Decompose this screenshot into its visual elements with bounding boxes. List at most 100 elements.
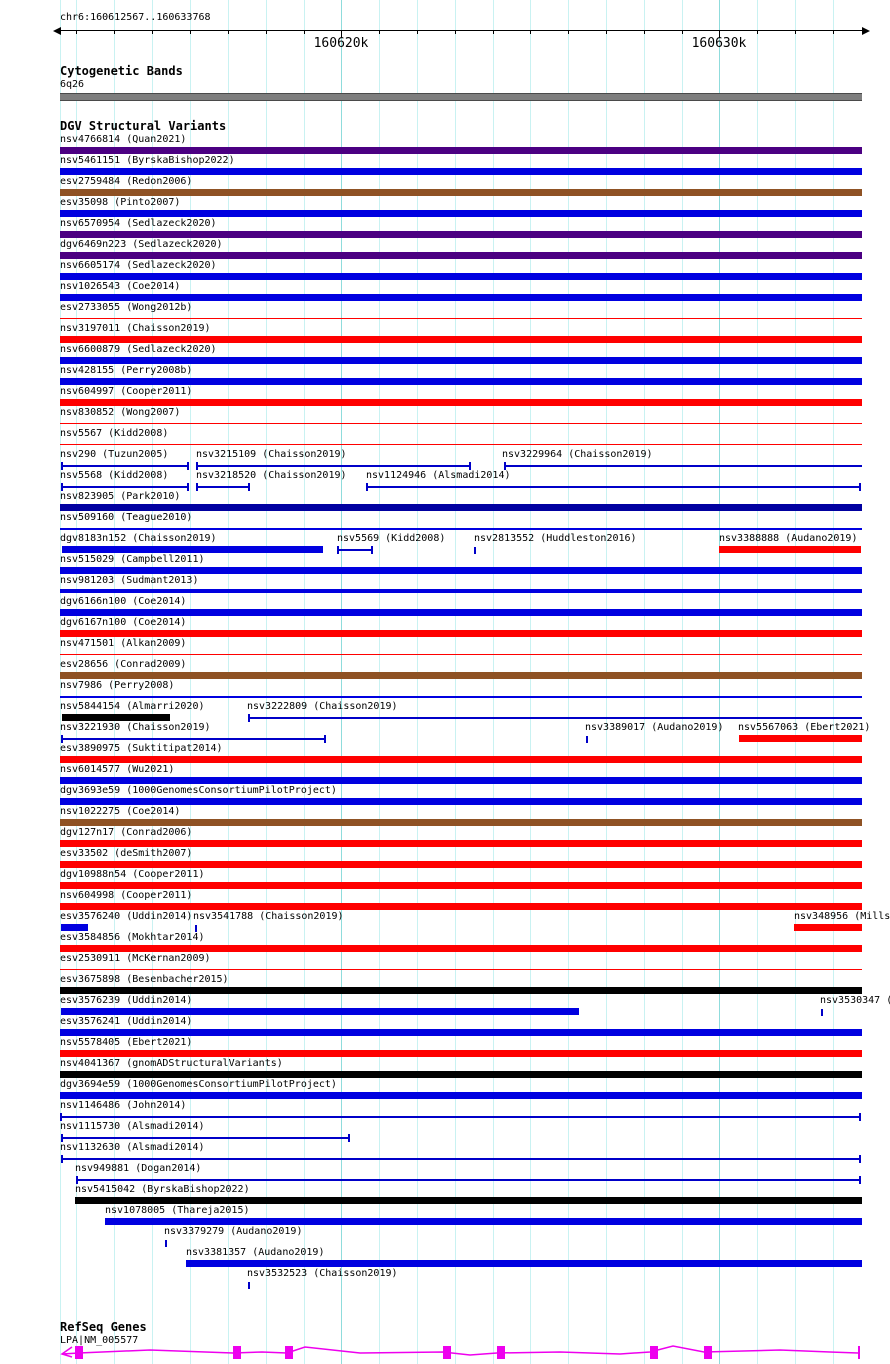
- variant-bar[interactable]: [60, 903, 862, 910]
- variant-label[interactable]: esv2759484 (Redon2006): [60, 176, 193, 187]
- variant-label[interactable]: nsv981203 (Sudmant2013): [60, 575, 199, 586]
- variant-bar[interactable]: [60, 630, 862, 637]
- variant-label[interactable]: dgv3693e59 (1000GenomesConsortiumPilotPr…: [60, 785, 337, 796]
- variant-bar[interactable]: [60, 357, 862, 364]
- variant-label[interactable]: nsv1078005 (Thareja2015): [105, 1205, 250, 1216]
- variant-label[interactable]: nsv6600879 (Sedlazeck2020): [60, 344, 217, 355]
- variant-label[interactable]: dgv10988n54 (Cooper2011): [60, 869, 205, 880]
- variant-bar[interactable]: [61, 1008, 579, 1015]
- variant-bar[interactable]: [60, 210, 862, 217]
- variant-bar[interactable]: [61, 924, 88, 931]
- variant-bar[interactable]: [62, 714, 170, 721]
- variant-bar[interactable]: [60, 609, 862, 616]
- variant-label[interactable]: nsv3541788 (Chaisson2019): [193, 911, 344, 922]
- variant-bar[interactable]: [105, 1218, 862, 1225]
- variant-label[interactable]: nsv428155 (Perry2008b): [60, 365, 193, 376]
- variant-label[interactable]: esv3584856 (Mokhtar2014): [60, 932, 205, 943]
- variant-bar[interactable]: [75, 1197, 862, 1204]
- variant-bar[interactable]: [60, 294, 862, 301]
- variant-label[interactable]: nsv3197011 (Chaisson2019): [60, 323, 211, 334]
- variant-bar[interactable]: [60, 798, 862, 805]
- variant-label[interactable]: nsv3389017 (Audano2019): [585, 722, 724, 733]
- variant-label[interactable]: esv3890975 (Suktitipat2014): [60, 743, 223, 754]
- variant-span[interactable]: [60, 1116, 861, 1118]
- variant-bar[interactable]: [60, 861, 862, 868]
- variant-label[interactable]: esv3675898 (Besenbacher2015): [60, 974, 229, 985]
- variant-label[interactable]: nsv2813552 (Huddleston2016): [474, 533, 637, 544]
- variant-bar[interactable]: [719, 546, 861, 553]
- variant-span[interactable]: [61, 486, 189, 488]
- variant-bar[interactable]: [60, 589, 862, 593]
- variant-span[interactable]: [61, 738, 326, 740]
- variant-label[interactable]: nsv3381357 (Audano2019): [186, 1247, 325, 1258]
- variant-span[interactable]: [248, 717, 862, 719]
- variant-label[interactable]: dgv127n17 (Conrad2006): [60, 827, 193, 838]
- variant-label[interactable]: nsv604997 (Cooper2011): [60, 386, 193, 397]
- variant-bar[interactable]: [60, 318, 862, 319]
- variant-label[interactable]: nsv1146486 (John2014): [60, 1100, 187, 1111]
- variant-label[interactable]: nsv5461151 (ByrskaBishop2022): [60, 155, 235, 166]
- variant-bar[interactable]: [60, 399, 862, 406]
- variant-bar[interactable]: [739, 735, 862, 742]
- variant-label[interactable]: esv3576240 (Uddin2014): [60, 911, 193, 922]
- variant-label[interactable]: nsv949881 (Dogan2014): [75, 1163, 202, 1174]
- variant-bar[interactable]: [60, 378, 862, 385]
- variant-bar[interactable]: [60, 672, 862, 679]
- variant-label[interactable]: nsv5568 (Kidd2008): [60, 470, 169, 481]
- variant-bar[interactable]: [60, 696, 862, 698]
- variant-span[interactable]: [196, 465, 471, 467]
- variant-bar[interactable]: [60, 654, 862, 655]
- variant-tick[interactable]: [248, 1282, 250, 1289]
- variant-bar[interactable]: [60, 987, 862, 994]
- variant-tick[interactable]: [821, 1009, 823, 1016]
- variant-label[interactable]: dgv6166n100 (Coe2014): [60, 596, 187, 607]
- variant-bar[interactable]: [60, 945, 862, 952]
- variant-label[interactable]: esv33502 (deSmith2007): [60, 848, 193, 859]
- variant-bar[interactable]: [60, 189, 862, 196]
- variant-label[interactable]: dgv3694e59 (1000GenomesConsortiumPilotPr…: [60, 1079, 337, 1090]
- variant-label[interactable]: nsv5567 (Kidd2008): [60, 428, 169, 439]
- variant-label[interactable]: dgv6167n100 (Coe2014): [60, 617, 187, 628]
- variant-span[interactable]: [76, 1179, 861, 1181]
- variant-label[interactable]: nsv3221930 (Chaisson2019): [60, 722, 211, 733]
- variant-span[interactable]: [61, 1158, 861, 1160]
- variant-bar[interactable]: [186, 1260, 862, 1267]
- variant-label[interactable]: nsv5567063 (Ebert2021): [738, 722, 871, 733]
- variant-label[interactable]: nsv5569 (Kidd2008): [337, 533, 446, 544]
- variant-bar[interactable]: [60, 1092, 862, 1099]
- variant-label[interactable]: nsv1132630 (Alsmadi2014): [60, 1142, 205, 1153]
- variant-span[interactable]: [504, 465, 862, 467]
- variant-bar[interactable]: [60, 336, 862, 343]
- variant-label[interactable]: dgv6469n223 (Sedlazeck2020): [60, 239, 223, 250]
- variant-label[interactable]: esv35098 (Pinto2007): [60, 197, 181, 208]
- variant-bar[interactable]: [60, 231, 862, 238]
- variant-tick[interactable]: [474, 547, 476, 554]
- variant-span[interactable]: [366, 486, 861, 488]
- variant-bar[interactable]: [60, 882, 862, 889]
- variant-label[interactable]: nsv6570954 (Sedlazeck2020): [60, 218, 217, 229]
- variant-bar[interactable]: [60, 423, 862, 424]
- variant-label[interactable]: nsv5844154 (Almarri2020): [60, 701, 205, 712]
- variant-label[interactable]: nsv515029 (Campbell2011): [60, 554, 205, 565]
- variant-label[interactable]: nsv1026543 (Coe2014): [60, 281, 181, 292]
- variant-bar[interactable]: [60, 504, 862, 511]
- variant-label[interactable]: nsv1115730 (Alsmadi2014): [60, 1121, 205, 1132]
- variant-label[interactable]: nsv830852 (Wong2007): [60, 407, 181, 418]
- variant-bar[interactable]: [60, 1050, 862, 1057]
- variant-label[interactable]: esv28656 (Conrad2009): [60, 659, 187, 670]
- variant-bar[interactable]: [60, 840, 862, 847]
- variant-label[interactable]: nsv5415042 (ByrskaBishop2022): [75, 1184, 250, 1195]
- variant-bar[interactable]: [794, 924, 862, 931]
- variant-span[interactable]: [61, 1137, 350, 1139]
- variant-label[interactable]: nsv3379279 (Audano2019): [164, 1226, 303, 1237]
- variant-label[interactable]: nsv3388888 (Audano2019): [719, 533, 858, 544]
- variant-bar[interactable]: [60, 168, 862, 175]
- gene-label[interactable]: LPA|NM_005577: [60, 1335, 139, 1346]
- variant-bar[interactable]: [60, 147, 862, 154]
- variant-label[interactable]: nsv4041367 (gnomADStructuralVariants): [60, 1058, 283, 1069]
- variant-label[interactable]: esv3576241 (Uddin2014): [60, 1016, 193, 1027]
- variant-span[interactable]: [61, 465, 189, 467]
- variant-label[interactable]: nsv3530347 (C: [820, 995, 890, 1006]
- variant-bar[interactable]: [60, 756, 862, 763]
- variant-bar[interactable]: [60, 528, 862, 530]
